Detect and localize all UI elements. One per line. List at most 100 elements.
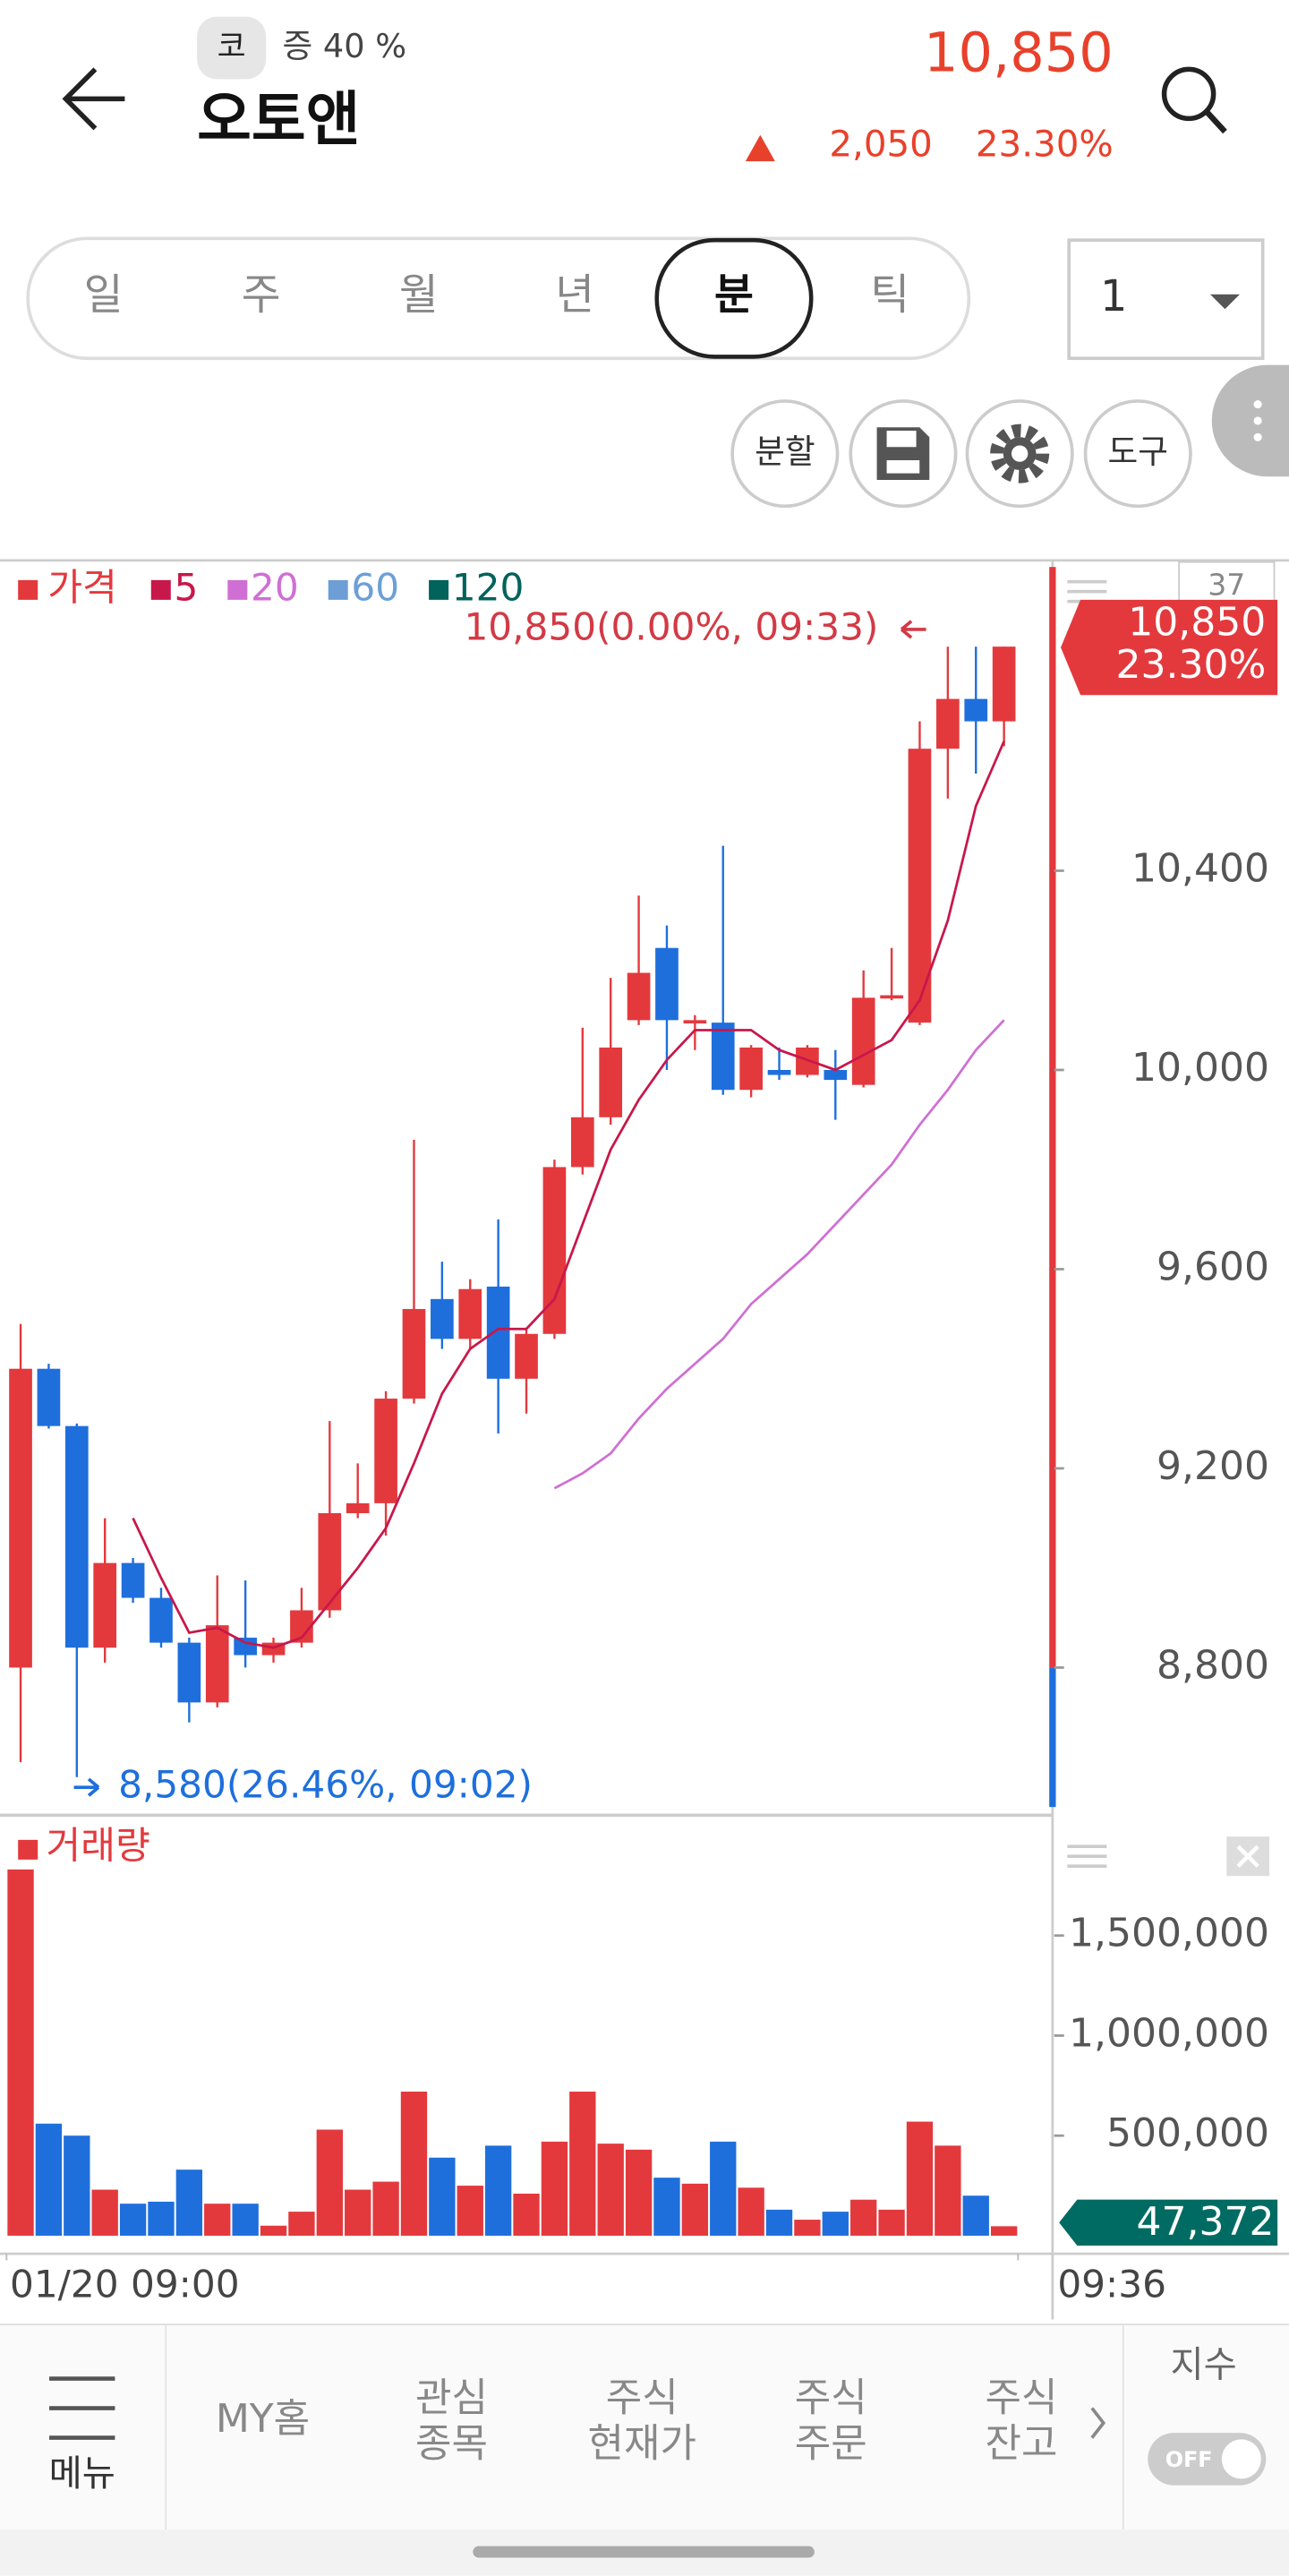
volume-bar	[878, 2209, 905, 2236]
nav-label[interactable]: 현재가	[588, 2421, 696, 2467]
candle-body	[655, 947, 679, 1021]
tab[interactable]: 년	[555, 270, 594, 320]
y-tick-label: 10,000	[1131, 1045, 1269, 1091]
nav-label[interactable]: 메뉴	[49, 2452, 115, 2495]
interval-value: 1	[1100, 272, 1127, 321]
legend-label: 20	[251, 565, 299, 609]
candle-body	[9, 1368, 32, 1668]
price-tag	[1061, 599, 1278, 696]
change-rate: 23.30%	[976, 124, 1114, 166]
candle-body	[121, 1562, 145, 1598]
volume-bar	[316, 2129, 343, 2236]
legend-label: 60	[351, 565, 399, 609]
tab[interactable]: 틱	[870, 270, 909, 320]
nav-label[interactable]: 잔고	[985, 2421, 1057, 2467]
panel-handle[interactable]	[1067, 579, 1107, 603]
volume-bar	[906, 2121, 934, 2236]
volume-bar	[653, 2178, 680, 2236]
tab[interactable]: 분	[714, 270, 754, 320]
candle-body	[627, 972, 651, 1021]
volume-bar	[597, 2144, 624, 2236]
volume-bar	[345, 2189, 371, 2236]
legend-swatch	[18, 1839, 38, 1860]
volume-bar	[372, 2181, 399, 2236]
x-tick-label: 09:36	[1057, 2262, 1166, 2306]
candle-body	[711, 1023, 735, 1091]
market-badge-text: 코	[218, 30, 246, 65]
volume-bar	[935, 2145, 961, 2236]
y-tick-label: 500,000	[1106, 2110, 1269, 2156]
candle-body	[908, 749, 932, 1023]
nav-label[interactable]: MY홈	[216, 2396, 310, 2442]
low-arrow	[73, 1777, 100, 1797]
search-button[interactable]	[1161, 66, 1227, 134]
candle-body	[149, 1597, 173, 1643]
volume-bar	[681, 2183, 709, 2236]
candle-body	[599, 1047, 623, 1117]
volume-bar	[710, 2141, 737, 2236]
volume-bar	[990, 2226, 1018, 2236]
candle-body	[486, 1286, 510, 1379]
gear-icon	[990, 424, 1050, 484]
legend-swatch	[227, 579, 248, 600]
legend-label: 120	[452, 565, 525, 609]
tab[interactable]: 일	[84, 270, 124, 320]
ma-line	[132, 740, 1005, 1649]
more-button[interactable]	[1211, 364, 1289, 477]
candle-body	[880, 995, 903, 999]
volume-bar	[64, 2135, 90, 2236]
volume-bar	[119, 2204, 147, 2236]
volume-bar	[569, 2092, 596, 2236]
candle-body	[177, 1642, 201, 1703]
candle-body	[374, 1399, 397, 1503]
tab[interactable]: 월	[399, 270, 439, 320]
tool-button[interactable]	[1083, 399, 1192, 509]
candle-body	[824, 1069, 848, 1081]
candle-body	[767, 1069, 791, 1075]
tab[interactable]: 주	[242, 270, 281, 320]
legend: 5 20 60 120	[150, 565, 525, 609]
bottom-nav	[0, 2324, 1289, 2530]
volume-tag-label: 47,372	[1136, 2199, 1274, 2245]
volume-bar	[484, 2145, 512, 2236]
candle-body	[37, 1368, 61, 1426]
nav-label[interactable]: 주식	[985, 2375, 1057, 2420]
y-tick-label: 8,800	[1157, 1642, 1269, 1688]
candle-body	[64, 1425, 89, 1648]
up-arrow	[745, 134, 775, 162]
volume-bar	[541, 2141, 568, 2236]
price-change: 2,050	[829, 124, 933, 166]
high-arrow	[900, 620, 926, 639]
nav-label[interactable]: 종목	[415, 2421, 488, 2467]
more-dot	[1253, 432, 1262, 441]
candle-body	[515, 1333, 538, 1379]
legend-swatch	[150, 579, 171, 600]
volume-bar	[850, 2199, 877, 2236]
ma-line	[553, 1019, 1005, 1490]
menu-icon[interactable]	[49, 2376, 115, 2440]
candle-body	[992, 646, 1016, 722]
y-tick-label: 9,200	[1157, 1443, 1269, 1489]
split-button[interactable]	[730, 399, 840, 509]
search-icon	[1204, 109, 1227, 134]
candle-body	[402, 1308, 426, 1399]
nav-next[interactable]	[1090, 2407, 1106, 2439]
panel-handle[interactable]	[1067, 1844, 1107, 1869]
volume-bar	[625, 2149, 653, 2236]
low-label: 8,580(26.46%, 09:02)	[118, 1763, 533, 1807]
legend-swatch	[429, 579, 449, 600]
volume-bar	[513, 2194, 540, 2236]
volume-bar	[260, 2225, 287, 2236]
nav-label[interactable]: 주식	[606, 2375, 679, 2420]
volume-bar	[765, 2209, 793, 2236]
candle-body	[964, 698, 988, 722]
volume-bar	[35, 2123, 63, 2236]
candle-body	[936, 698, 960, 749]
nav-label[interactable]: 관심	[415, 2375, 488, 2420]
candle-body	[205, 1625, 229, 1703]
back-button[interactable]	[62, 67, 125, 131]
nav-label[interactable]: 주식	[795, 2375, 867, 2420]
more-dot	[1253, 400, 1262, 409]
nav-label[interactable]: 주문	[795, 2421, 867, 2467]
